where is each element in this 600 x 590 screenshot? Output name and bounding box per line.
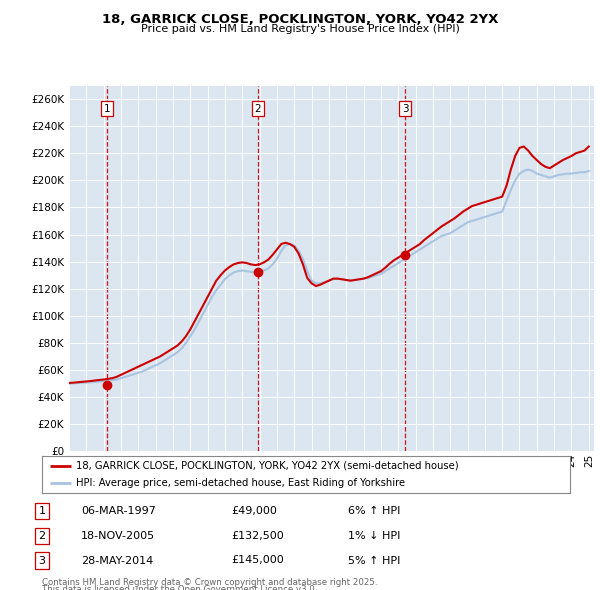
Text: 2: 2 bbox=[38, 531, 46, 540]
Text: 18, GARRICK CLOSE, POCKLINGTON, YORK, YO42 2YX: 18, GARRICK CLOSE, POCKLINGTON, YORK, YO… bbox=[102, 13, 498, 26]
Text: £145,000: £145,000 bbox=[231, 556, 284, 565]
Text: £132,500: £132,500 bbox=[231, 531, 284, 540]
Text: 18, GARRICK CLOSE, POCKLINGTON, YORK, YO42 2YX (semi-detached house): 18, GARRICK CLOSE, POCKLINGTON, YORK, YO… bbox=[76, 461, 459, 471]
Text: HPI: Average price, semi-detached house, East Riding of Yorkshire: HPI: Average price, semi-detached house,… bbox=[76, 478, 406, 488]
Text: 5% ↑ HPI: 5% ↑ HPI bbox=[348, 556, 400, 565]
Text: 1: 1 bbox=[103, 104, 110, 114]
Text: 6% ↑ HPI: 6% ↑ HPI bbox=[348, 506, 400, 516]
Text: 06-MAR-1997: 06-MAR-1997 bbox=[81, 506, 156, 516]
Text: Price paid vs. HM Land Registry's House Price Index (HPI): Price paid vs. HM Land Registry's House … bbox=[140, 24, 460, 34]
Text: Contains HM Land Registry data © Crown copyright and database right 2025.: Contains HM Land Registry data © Crown c… bbox=[42, 578, 377, 587]
Text: 1: 1 bbox=[38, 506, 46, 516]
Text: 2: 2 bbox=[254, 104, 261, 114]
Text: £49,000: £49,000 bbox=[231, 506, 277, 516]
Text: 18-NOV-2005: 18-NOV-2005 bbox=[81, 531, 155, 540]
Text: 3: 3 bbox=[38, 556, 46, 565]
Text: 3: 3 bbox=[402, 104, 409, 114]
Text: This data is licensed under the Open Government Licence v3.0.: This data is licensed under the Open Gov… bbox=[42, 585, 317, 590]
Text: 28-MAY-2014: 28-MAY-2014 bbox=[81, 556, 153, 565]
Text: 1% ↓ HPI: 1% ↓ HPI bbox=[348, 531, 400, 540]
